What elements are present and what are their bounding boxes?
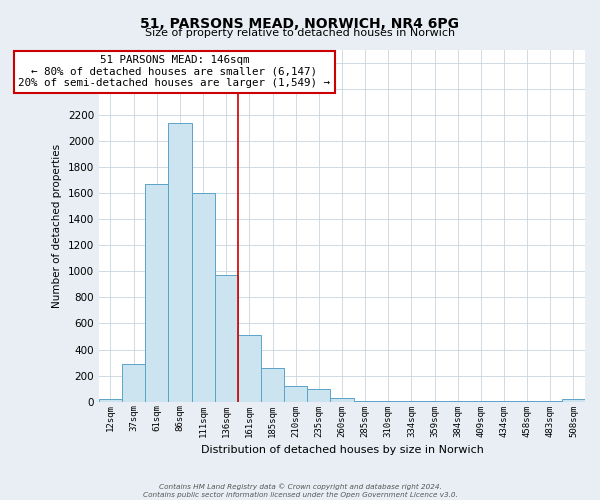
Bar (377, 401, 400, 402)
Bar (562, 399, 585, 402)
Bar (331, 398, 353, 402)
Bar (169, 123, 191, 402)
Bar (261, 368, 284, 402)
Bar (99, 399, 122, 402)
Text: 51, PARSONS MEAD, NORWICH, NR4 6PG: 51, PARSONS MEAD, NORWICH, NR4 6PG (140, 18, 460, 32)
Bar (215, 276, 238, 402)
Bar (122, 364, 145, 402)
Bar (353, 401, 377, 402)
Bar (191, 194, 215, 402)
Bar (238, 335, 261, 402)
Text: 51 PARSONS MEAD: 146sqm
← 80% of detached houses are smaller (6,147)
20% of semi: 51 PARSONS MEAD: 146sqm ← 80% of detache… (18, 56, 330, 88)
Bar (145, 184, 169, 402)
X-axis label: Distribution of detached houses by size in Norwich: Distribution of detached houses by size … (200, 445, 484, 455)
Y-axis label: Number of detached properties: Number of detached properties (52, 144, 62, 308)
Text: Size of property relative to detached houses in Norwich: Size of property relative to detached ho… (145, 28, 455, 38)
Bar (284, 386, 307, 402)
Text: Contains HM Land Registry data © Crown copyright and database right 2024.
Contai: Contains HM Land Registry data © Crown c… (143, 484, 457, 498)
Bar (307, 388, 331, 402)
